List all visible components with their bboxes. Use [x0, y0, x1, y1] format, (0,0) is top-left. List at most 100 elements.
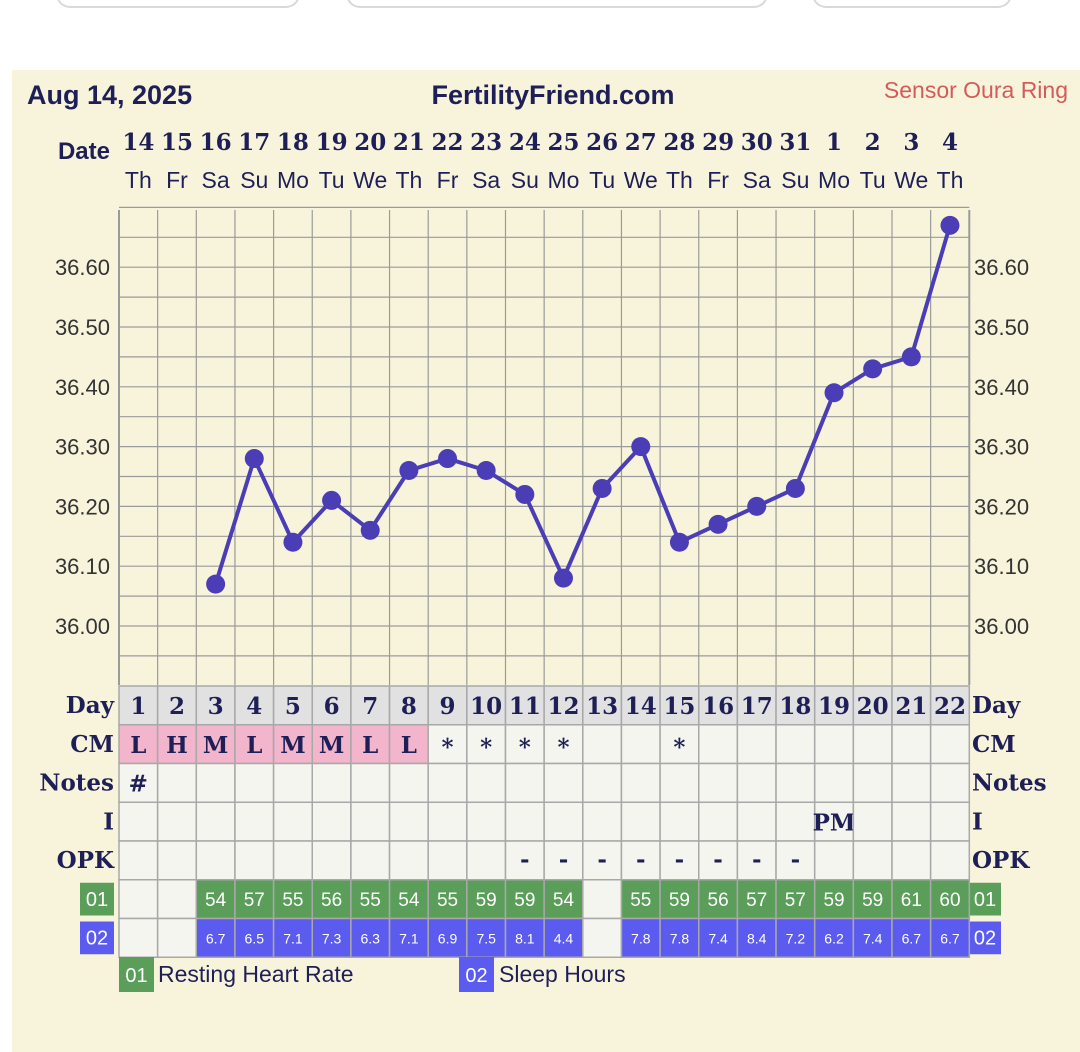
- y-tick-left: 36.60: [55, 255, 110, 280]
- row-code-right: 01: [974, 889, 996, 911]
- date-label: 17: [238, 129, 270, 156]
- y-tick-right: 36.60: [974, 255, 1029, 280]
- table-cell: [311, 879, 352, 920]
- temperature-point[interactable]: [360, 520, 380, 540]
- table-cell-value: *: [442, 734, 454, 761]
- table-cell: [852, 724, 893, 765]
- temperature-point[interactable]: [244, 449, 264, 469]
- table-cell: [659, 801, 700, 842]
- table-cell: [156, 917, 198, 958]
- table-cell: [118, 840, 159, 881]
- table-cell-value: M: [280, 732, 305, 759]
- table-cell: [891, 917, 932, 958]
- y-tick-left: 36.10: [55, 554, 110, 579]
- temperature-point[interactable]: [901, 347, 921, 367]
- table-cell-value: 6.7: [940, 931, 960, 947]
- table-cell: [427, 879, 468, 920]
- weekday-label: Th: [395, 167, 422, 193]
- temperature-point[interactable]: [206, 574, 226, 594]
- temperature-point[interactable]: [708, 514, 728, 534]
- table-cell: [195, 801, 236, 842]
- table-cell: [620, 801, 661, 842]
- table-cell: [388, 801, 429, 842]
- row-label-right: I: [972, 808, 983, 835]
- table-cell-value: 7.4: [863, 931, 883, 947]
- table-cell: [813, 879, 855, 920]
- row-code-badge-left: [80, 921, 114, 955]
- table-cell-value: -: [675, 846, 685, 873]
- temperature-point[interactable]: [785, 478, 805, 498]
- table-cell: [736, 879, 777, 920]
- temperature-point[interactable]: [863, 359, 883, 379]
- table-cell-value: -: [597, 846, 607, 873]
- temperature-point[interactable]: [940, 215, 960, 235]
- legend-rhr-code: 01: [125, 965, 147, 987]
- temperature-point[interactable]: [283, 532, 303, 552]
- table-cell: [543, 840, 584, 881]
- table-cell-value: 6.7: [902, 931, 922, 947]
- legend: 01 Resting Heart Rate 02 Sleep Hours: [119, 957, 626, 992]
- tab-middle[interactable]: [346, 0, 768, 8]
- temperature-point[interactable]: [438, 449, 458, 469]
- temperature-point[interactable]: [824, 383, 844, 403]
- row-label-right: Day: [972, 692, 1021, 719]
- weekday-label: Fr: [166, 167, 188, 193]
- sensor-label: Sensor Oura Ring: [884, 77, 1068, 103]
- temperature-point[interactable]: [553, 568, 573, 588]
- table-cell: [929, 840, 971, 881]
- temperature-point[interactable]: [515, 484, 535, 504]
- table-cell: [118, 879, 159, 920]
- table-cell: [891, 685, 932, 726]
- y-tick-right: 36.10: [974, 554, 1029, 579]
- table-cell: [929, 685, 971, 726]
- table-cell: [582, 724, 623, 765]
- tab-left[interactable]: [56, 0, 300, 8]
- date-label: 16: [200, 129, 232, 156]
- table-cell: [427, 840, 468, 881]
- table-cell: [659, 879, 700, 920]
- temperature-point[interactable]: [669, 532, 689, 552]
- table-cell-value: PM: [813, 809, 856, 836]
- table-cell-value: -: [520, 846, 530, 873]
- table-cell-value: 56: [708, 890, 729, 911]
- table-cell-value: 18: [779, 693, 811, 720]
- tab-right[interactable]: [812, 0, 1012, 8]
- table-cell-value: *: [480, 734, 492, 761]
- table-cell-value: 54: [398, 890, 420, 911]
- table-cell-value: 8.4: [747, 931, 767, 947]
- temperature-point[interactable]: [631, 437, 651, 457]
- date-label: 22: [432, 129, 464, 156]
- table-cell-value: L: [246, 732, 262, 759]
- y-tick-right: 36.40: [974, 375, 1029, 400]
- temperature-point[interactable]: [399, 461, 419, 481]
- table-cell: [775, 724, 816, 765]
- row-label-left: OPK: [57, 847, 115, 874]
- table-cell-value: L: [130, 732, 146, 759]
- table-cell: [311, 762, 352, 803]
- chart-date: Aug 14, 2025: [27, 80, 192, 110]
- row-code-left: 01: [86, 889, 108, 911]
- table-cell-value: 60: [939, 890, 960, 911]
- table-cell: [582, 801, 623, 842]
- table-cell-value: 54: [205, 890, 227, 911]
- weekday-label: Mo: [818, 167, 850, 193]
- table-cell: [156, 840, 198, 881]
- temperature-point[interactable]: [747, 496, 767, 516]
- weekday-label: We: [894, 167, 928, 193]
- table-cell-value: #: [129, 771, 148, 798]
- table-cell: [775, 879, 816, 920]
- table-cell-value: 12: [547, 693, 579, 720]
- temperature-point[interactable]: [322, 490, 342, 510]
- row-label-left: CM: [70, 731, 114, 758]
- table-cell: [852, 879, 893, 920]
- table-cell-value: 6: [324, 693, 340, 720]
- weekday-label: Th: [666, 167, 693, 193]
- table-cell: [736, 840, 777, 881]
- date-label: 25: [547, 129, 579, 156]
- temperature-point[interactable]: [476, 461, 496, 481]
- table-cell-value: 4: [246, 693, 262, 720]
- temperature-point[interactable]: [592, 478, 612, 498]
- table-cell-value: 11: [509, 693, 541, 720]
- table-cell: [311, 801, 352, 842]
- table-cell-value: 7.2: [786, 931, 806, 947]
